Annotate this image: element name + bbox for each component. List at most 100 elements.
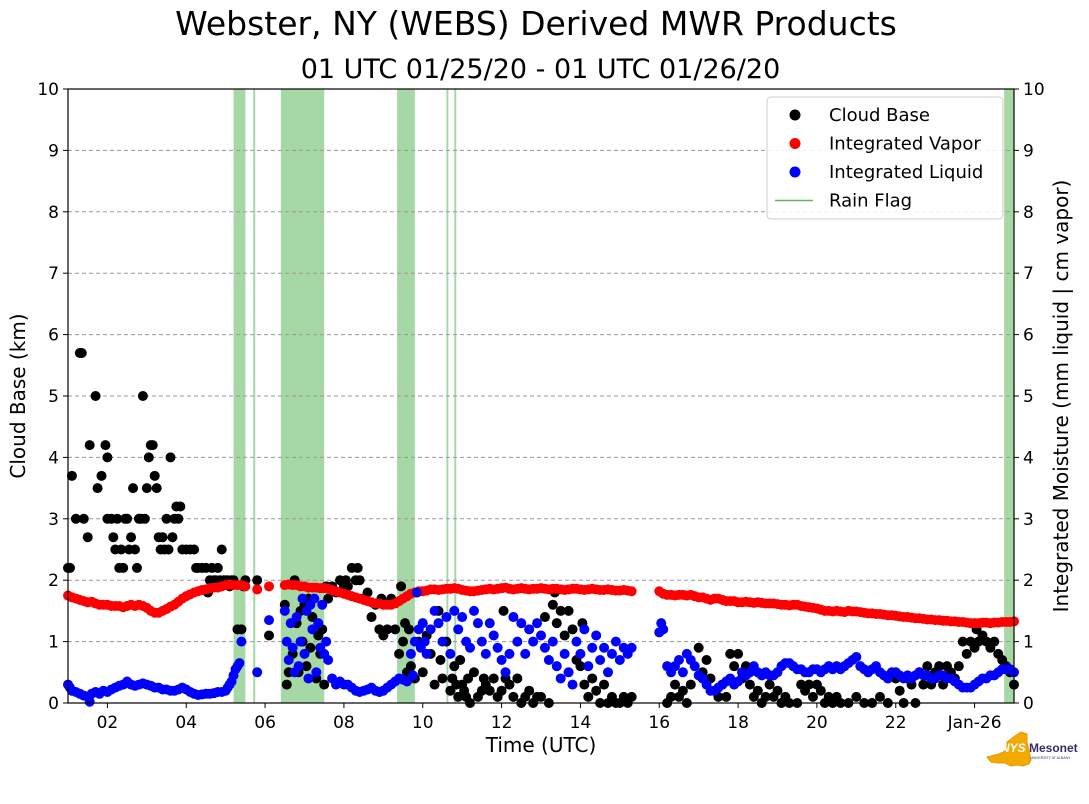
integrated-liquid-point xyxy=(476,636,487,647)
x-tick-label: 22 xyxy=(885,713,907,733)
logo-text-nys: NYS xyxy=(1001,741,1026,755)
cloud-base-point xyxy=(112,513,123,524)
y-tick-label-left: 5 xyxy=(48,387,59,407)
cloud-base-point xyxy=(96,470,107,481)
logo-graphic: NYS Mesonet UNIVERSITY AT ALBANY xyxy=(986,731,1078,767)
integrated-liquid-point xyxy=(299,648,310,659)
cloud-base-point xyxy=(281,679,292,690)
cloud-base-point xyxy=(92,483,103,494)
integrated-liquid-point xyxy=(512,636,523,647)
cloud-base-point xyxy=(455,655,466,666)
integrated-liquid-point xyxy=(480,648,491,659)
cloud-base-point xyxy=(252,575,263,586)
x-tick-label: 20 xyxy=(806,713,828,733)
integrated-liquid-point xyxy=(599,642,610,653)
cloud-base-point xyxy=(934,661,945,672)
cloud-base-point xyxy=(175,501,186,512)
legend-marker-integrated-liquid xyxy=(789,166,801,178)
integrated-liquid-point xyxy=(689,661,700,672)
cloud-base-point xyxy=(488,673,499,684)
y-tick-label-left: 4 xyxy=(48,448,59,468)
integrated-liquid-point xyxy=(279,605,290,616)
y-tick-label-right: 0 xyxy=(1023,694,1034,714)
cloud-base-point xyxy=(922,661,933,672)
cloud-base-point xyxy=(587,673,598,684)
integrated-liquid-point xyxy=(539,642,550,653)
cloud-base-point xyxy=(394,648,405,659)
chart-subtitle: 01 UTC 01/25/20 - 01 UTC 01/26/20 xyxy=(300,54,781,85)
cloud-base-point xyxy=(126,532,137,543)
cloud-base-point xyxy=(874,691,885,702)
cloud-base-point xyxy=(137,391,148,401)
cloud-base-point xyxy=(851,691,862,702)
integrated-liquid-point xyxy=(236,636,247,647)
cloud-base-point xyxy=(354,575,365,586)
y-tick-label-left: 7 xyxy=(48,264,59,284)
cloud-base-point xyxy=(555,605,566,616)
cloud-base-point xyxy=(918,679,929,690)
cloud-base-point xyxy=(382,624,393,635)
cloud-base-point xyxy=(151,483,162,494)
integrated-liquid-point xyxy=(579,624,590,635)
integrated-liquid-point xyxy=(309,593,320,604)
integrated-liquid-point xyxy=(449,605,460,616)
integrated-liquid-point xyxy=(472,618,483,629)
cloud-base-point xyxy=(764,679,775,690)
integrated-liquid-point xyxy=(407,670,418,681)
legend-box xyxy=(766,96,1004,220)
integrated-liquid-point xyxy=(297,593,308,604)
cloud-base-point xyxy=(157,532,168,543)
integrated-liquid-point xyxy=(500,667,511,678)
logo-text-mesonet: Mesonet xyxy=(1029,741,1078,755)
integrated-vapor-point xyxy=(264,581,275,592)
x-tick-label: 08 xyxy=(333,713,355,733)
cloud-base-point xyxy=(599,679,610,690)
cloud-base-point xyxy=(508,691,519,702)
integrated-liquid-point xyxy=(606,648,617,659)
cloud-base-point xyxy=(429,679,440,690)
integrated-liquid-point xyxy=(626,642,637,653)
x-tick-label: 02 xyxy=(97,713,119,733)
cloud-base-point xyxy=(76,348,87,359)
integrated-liquid-point xyxy=(528,636,539,647)
nys-mesonet-logo: NYS Mesonet UNIVERSITY AT ALBANY xyxy=(985,730,1080,775)
integrated-liquid-point xyxy=(595,655,606,666)
cloud-base-point xyxy=(264,630,275,641)
y-tick-label-left: 9 xyxy=(48,141,59,161)
integrated-liquid-point xyxy=(492,642,503,653)
integrated-liquid-point xyxy=(520,648,531,659)
integrated-liquid-point xyxy=(851,651,862,662)
cloud-base-point xyxy=(301,661,312,672)
integrated-liquid-point xyxy=(555,673,566,684)
y-tick-label-right: 1 xyxy=(1023,633,1034,653)
cloud-base-point xyxy=(167,532,178,543)
integrated-liquid-point xyxy=(603,667,614,678)
cloud-base-point xyxy=(744,679,755,690)
cloud-base-point xyxy=(583,691,594,702)
points-layer xyxy=(63,348,1019,708)
cloud-base-point xyxy=(670,679,681,690)
integrated-liquid-point xyxy=(551,661,562,672)
x-tick-label: 14 xyxy=(570,713,592,733)
x-tick-label: 10 xyxy=(412,713,434,733)
cloud-base-point xyxy=(161,513,172,524)
cloud-base-point xyxy=(591,685,602,696)
cloud-base-point xyxy=(84,440,95,451)
cloud-base-point xyxy=(953,661,964,672)
integrated-liquid-point xyxy=(295,636,306,647)
integrated-liquid-point xyxy=(468,605,479,616)
integrated-liquid-point xyxy=(516,618,527,629)
integrated-liquid-point xyxy=(532,618,543,629)
cloud-base-point xyxy=(118,562,129,573)
integrated-liquid-point xyxy=(677,667,688,678)
integrated-liquid-point xyxy=(311,667,322,678)
integrated-liquid-point xyxy=(419,636,430,647)
cloud-base-point xyxy=(547,599,558,610)
cloud-base-point xyxy=(484,685,495,696)
cloud-base-point xyxy=(733,648,744,659)
cloud-base-point xyxy=(567,624,578,635)
integrated-vapor-point xyxy=(240,581,251,592)
cloud-base-point xyxy=(362,587,373,598)
